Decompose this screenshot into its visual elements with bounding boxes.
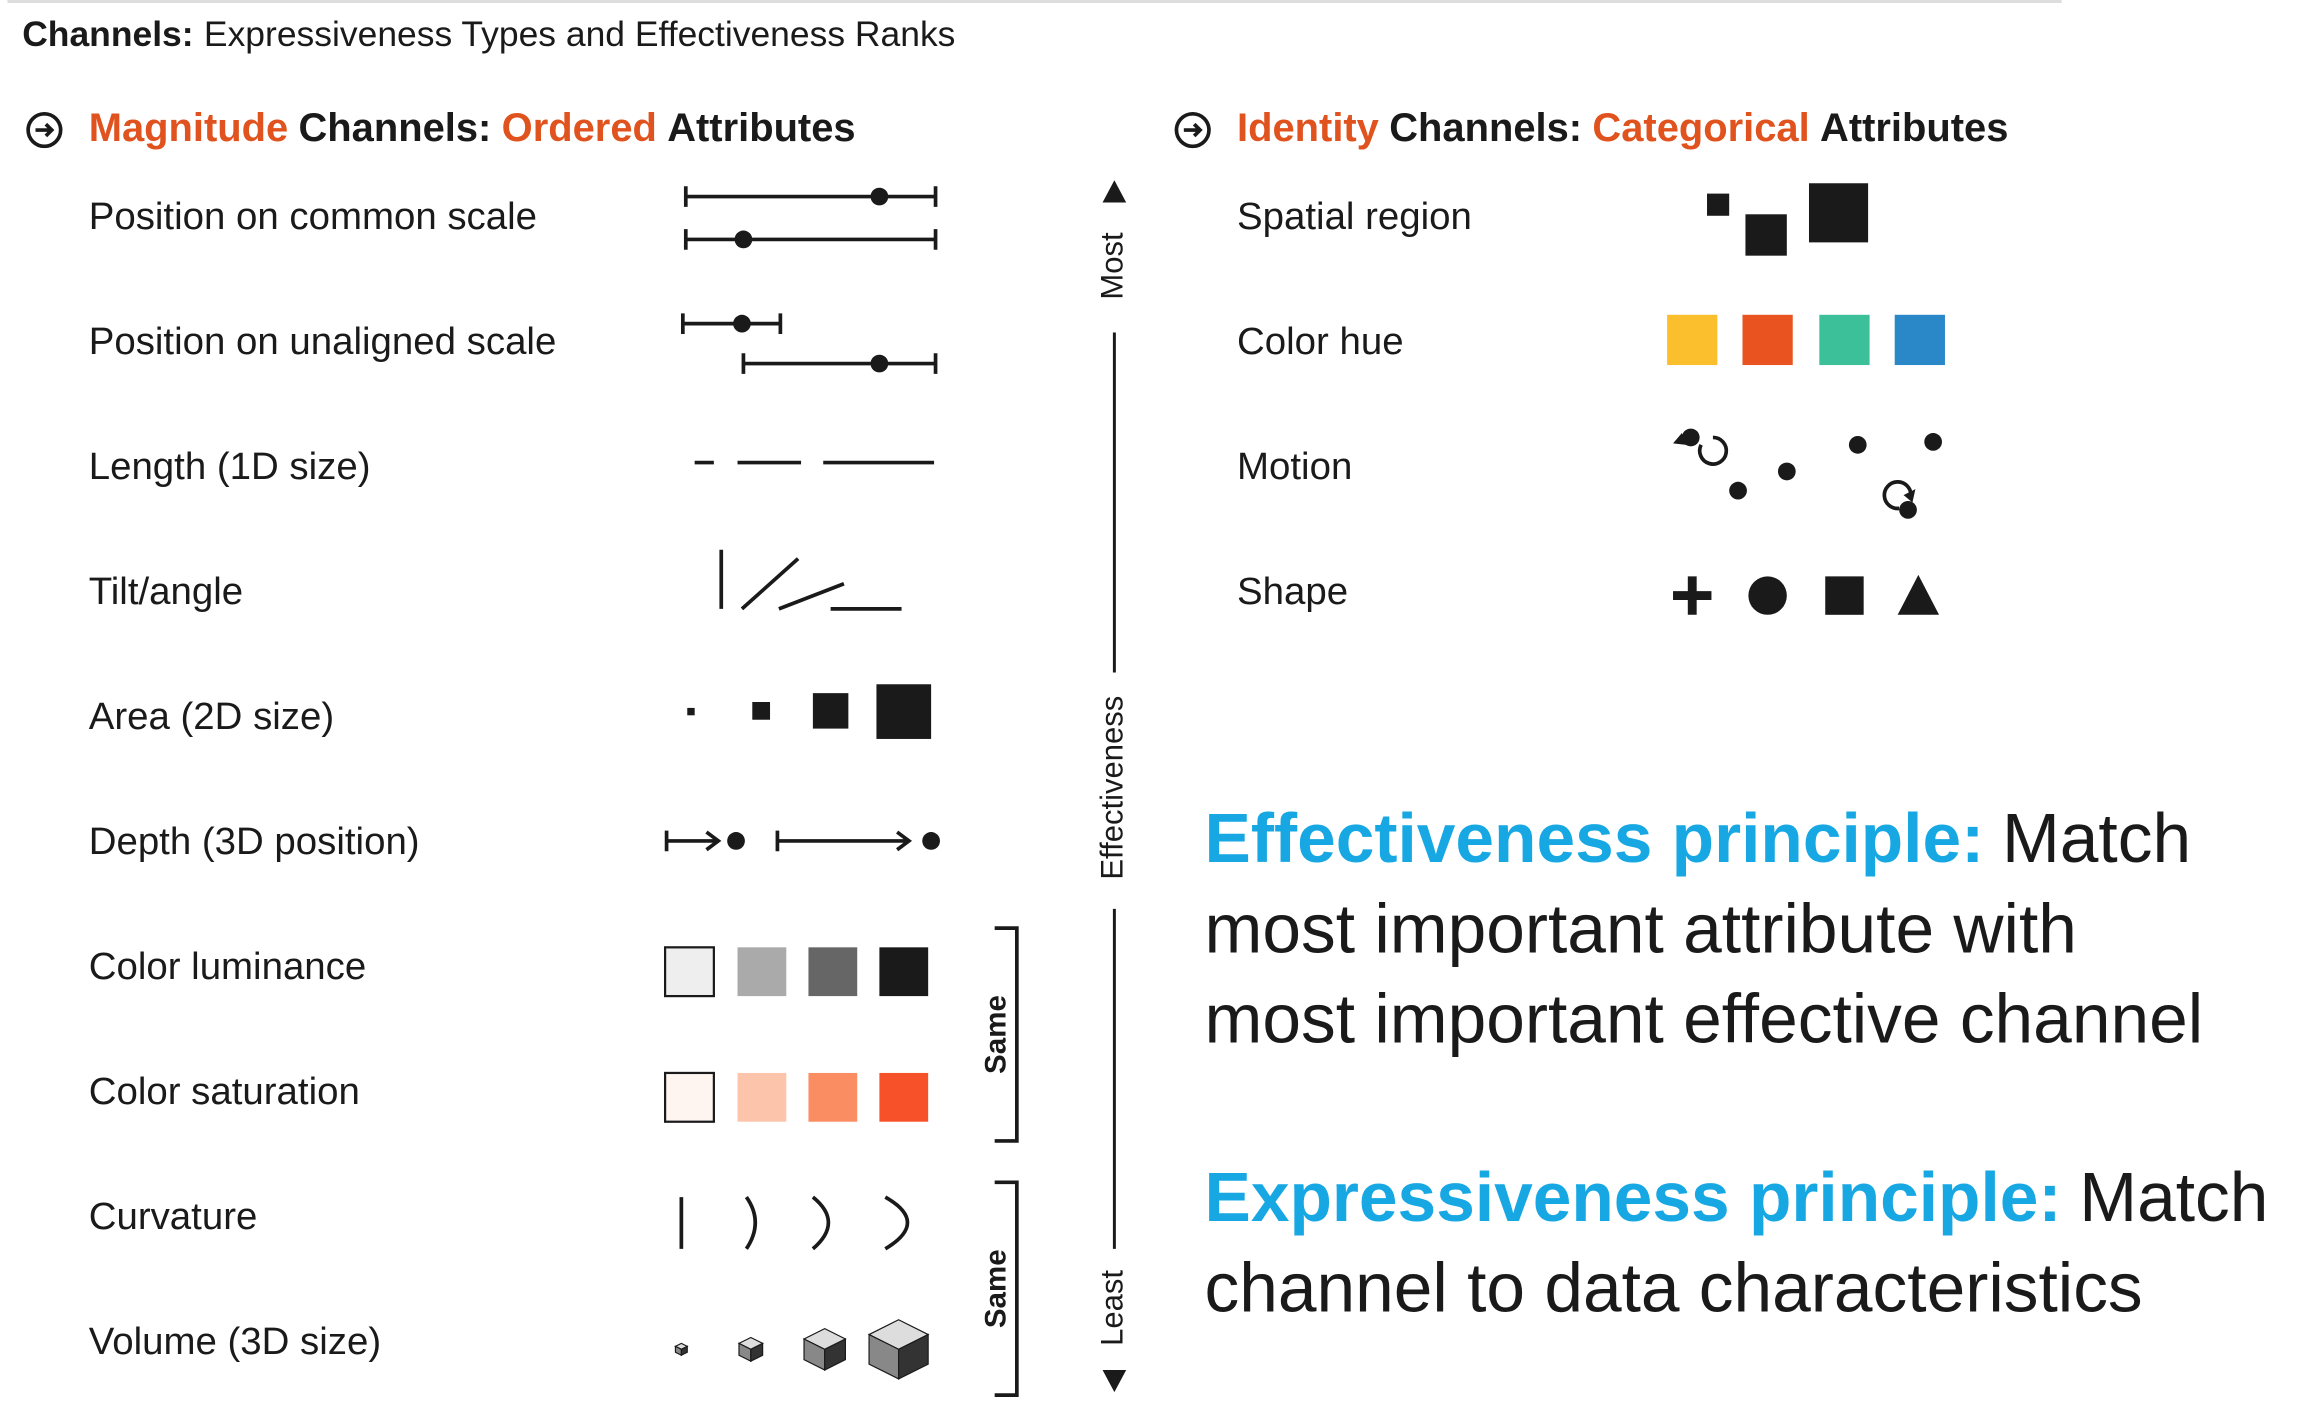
icon-shape xyxy=(1899,501,1917,519)
icon-shape xyxy=(812,693,849,729)
icon-shape xyxy=(922,832,940,850)
channel-label: Depth (3D position) xyxy=(89,820,420,863)
same-label: Same xyxy=(979,1249,1012,1328)
identity-header: Identity Channels: Categorical Attributes xyxy=(1174,106,2008,150)
principle-line: Expressiveness principle: Match xyxy=(1205,1158,2269,1236)
icon-shape xyxy=(1819,314,1870,366)
icon-shape xyxy=(719,549,902,611)
icon-shape xyxy=(1825,576,1864,615)
icon-shape xyxy=(1667,314,1718,366)
icon-shape xyxy=(1681,428,1700,447)
channel-label: Curvature xyxy=(89,1195,258,1238)
channel-label: Position on unaligned scale xyxy=(89,320,557,363)
icon-shape xyxy=(1903,489,1916,503)
cube-face xyxy=(750,1342,764,1363)
icon-shape xyxy=(1777,462,1796,481)
icon-shape xyxy=(687,707,695,716)
header-word: Channels: xyxy=(1389,106,1582,150)
icon-shape xyxy=(664,830,913,852)
principle-term: Effectiveness principle: xyxy=(1205,799,1985,877)
icon-shape xyxy=(870,187,889,206)
effectiveness-axis: Most Effectiveness Least Same Same xyxy=(979,180,1130,1397)
icon-shape xyxy=(1729,481,1747,500)
title: Channels: Expressiveness Types and Effect… xyxy=(22,14,955,54)
principle-line: Effectiveness principle: Match xyxy=(1205,799,2192,877)
icon-shape xyxy=(663,1071,715,1123)
icon-shape xyxy=(680,186,938,374)
principle-text: Match xyxy=(2079,1158,2268,1236)
icon-shape xyxy=(733,314,751,333)
icon-shape xyxy=(737,1072,787,1122)
header-word: Magnitude xyxy=(89,106,288,150)
icon-shape xyxy=(1745,214,1787,256)
channel-label: Length (1D size) xyxy=(89,445,371,488)
icon-shape xyxy=(1808,183,1869,243)
icon-shape xyxy=(1897,574,1940,615)
channel-label: Shape xyxy=(1237,570,1348,613)
channel-label: Motion xyxy=(1237,445,1352,488)
cube-face xyxy=(824,1338,846,1371)
principle-text: most important effective channel xyxy=(1205,980,2204,1058)
icon-shape xyxy=(752,702,771,720)
header-word: Channels: xyxy=(299,106,492,150)
channel-label: Spatial region xyxy=(1237,195,1472,238)
bracket xyxy=(994,926,1019,1397)
header-word: Categorical xyxy=(1592,106,1809,150)
icon-shape xyxy=(879,947,929,997)
axis-label: Effectiveness xyxy=(1095,696,1130,880)
icon-shape xyxy=(1707,193,1730,216)
channel-icons xyxy=(663,183,1945,1380)
arrow-icon xyxy=(26,111,63,149)
icon-shape xyxy=(1742,314,1793,366)
channel-label: Volume (3D size) xyxy=(89,1320,381,1363)
cube-face xyxy=(898,1333,929,1380)
icon-shape xyxy=(734,230,753,249)
icon-shape xyxy=(879,1072,929,1122)
title-text: Expressiveness Types and Effectiveness R… xyxy=(204,14,955,54)
header-word: Identity xyxy=(1237,106,1379,150)
icon-shape xyxy=(679,1195,910,1251)
principle-text: most important attribute with xyxy=(1205,889,2077,967)
principle-term: Expressiveness principle: xyxy=(1205,1158,2062,1236)
principles: Effectiveness principle: Match most impor… xyxy=(1205,799,2269,1326)
icon-shape xyxy=(727,832,745,850)
channel-labels: Position on common scale Position on unal… xyxy=(89,195,1472,1363)
channel-label: Color hue xyxy=(1237,320,1404,363)
magnitude-header: Magnitude Channels: Ordered Attributes xyxy=(26,106,856,150)
arrow-icon xyxy=(35,122,55,138)
icon-shape xyxy=(1673,576,1712,615)
arrow-icon xyxy=(1174,111,1211,149)
principle-text: channel to data characteristics xyxy=(1205,1249,2143,1327)
icon-shape xyxy=(808,1072,858,1122)
channel-label: Position on common scale xyxy=(89,195,537,238)
icon-shape xyxy=(737,947,787,997)
cube-face xyxy=(680,1345,688,1357)
title-bold: Channels: xyxy=(22,14,193,54)
header-word: Attributes xyxy=(667,106,855,150)
channel-label: Color luminance xyxy=(89,945,367,988)
icon-shape xyxy=(1882,480,1913,511)
icon-shape xyxy=(1697,435,1729,466)
icon-shape xyxy=(808,947,858,997)
channel-label: Color saturation xyxy=(89,1070,360,1113)
header: Identity Channels: Categorical Attributes xyxy=(1237,106,2008,150)
principle-text: Match xyxy=(2002,799,2191,877)
icon-shape xyxy=(1894,314,1945,366)
header-word: Attributes xyxy=(1820,106,2008,150)
channel-label: Tilt/angle xyxy=(89,570,243,613)
icon-shape xyxy=(663,946,715,998)
axis-bottom: Least xyxy=(1095,1270,1130,1346)
header-word: Ordered xyxy=(502,106,657,150)
icon-shape xyxy=(1924,433,1943,451)
arrow-icon xyxy=(1183,122,1203,138)
axis-top: Most xyxy=(1095,232,1130,300)
icon-shape xyxy=(1848,435,1867,454)
channel-label: Area (2D size) xyxy=(89,695,334,738)
header: Magnitude Channels: Ordered Attributes xyxy=(89,106,856,150)
icon-shape xyxy=(1748,576,1787,615)
icon-shape xyxy=(870,354,889,373)
icon-shape xyxy=(876,684,932,739)
same-label: Same xyxy=(979,995,1012,1074)
